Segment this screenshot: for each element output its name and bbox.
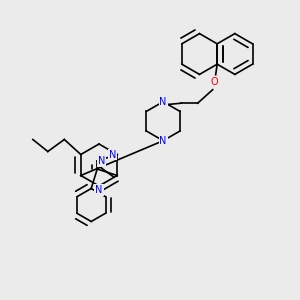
Text: N: N: [95, 184, 103, 195]
Text: N: N: [160, 97, 167, 107]
Text: N: N: [160, 136, 167, 146]
Text: N: N: [98, 156, 105, 166]
Text: O: O: [210, 77, 218, 87]
Text: N: N: [109, 149, 116, 160]
